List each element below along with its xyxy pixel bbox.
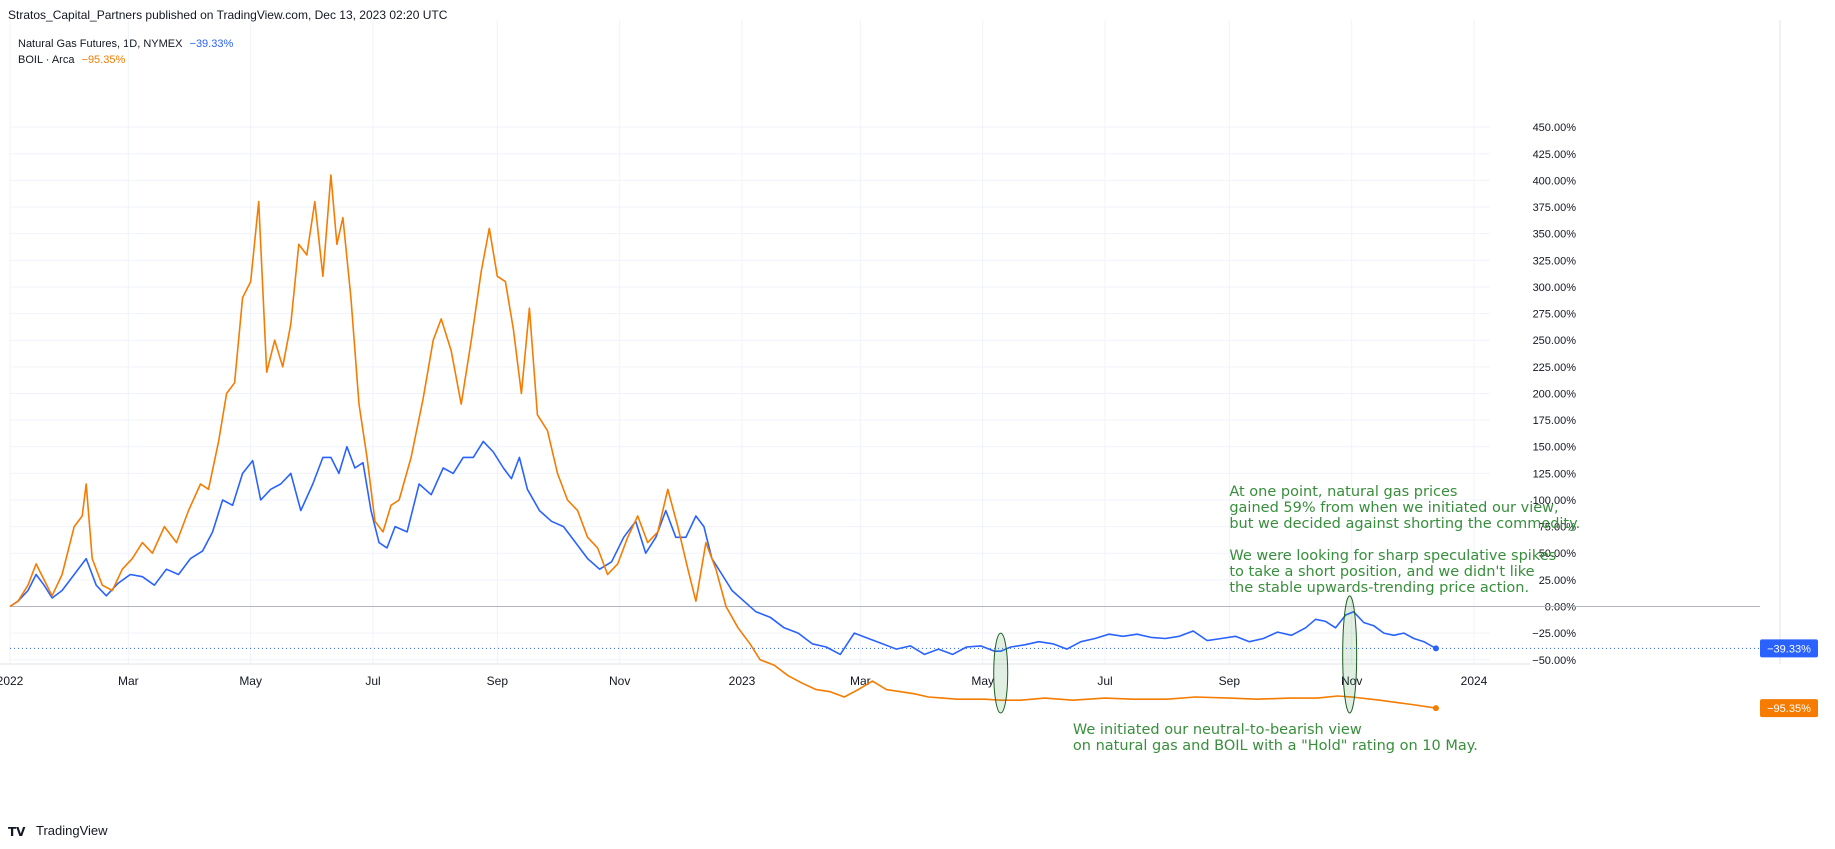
y-tick-label: 75.00% <box>1539 522 1577 534</box>
boil-price-label: −95.35% <box>1767 703 1811 715</box>
x-tick-label: May <box>239 674 262 688</box>
x-tick-label: Jul <box>365 674 380 688</box>
legend-boil-label: BOIL · Arca <box>18 54 75 66</box>
legend-boil-pct: −95.35% <box>81 54 126 66</box>
y-tick-label: 25.00% <box>1539 575 1577 587</box>
y-tick-label: 275.00% <box>1533 309 1577 321</box>
y-tick-label: 250.00% <box>1533 335 1577 347</box>
y-tick-label: 175.00% <box>1533 415 1577 427</box>
x-tick-label: Sep <box>1219 674 1241 688</box>
ng-series-line <box>9 440 1437 656</box>
y-tick-label: 150.00% <box>1533 442 1577 454</box>
tradingview-logo-icon: TV <box>8 825 26 838</box>
y-tick-label: 400.00% <box>1533 175 1577 187</box>
y-tick-label: 425.00% <box>1533 149 1577 161</box>
legend-ng-label: Natural Gas Futures, 1D, NYMEX <box>18 38 183 50</box>
svg-text:TV: TV <box>8 825 26 838</box>
highlight-ellipse <box>993 632 1009 714</box>
tradingview-brand: TradingView <box>36 823 108 838</box>
y-tick-label: 225.00% <box>1533 362 1577 374</box>
tradingview-footer[interactable]: TV TradingView <box>8 823 108 838</box>
y-tick-label: 300.00% <box>1533 282 1577 294</box>
x-tick-label: May <box>971 674 994 688</box>
chart-legend: Natural Gas Futures, 1D, NYMEX −39.33% B… <box>18 36 233 68</box>
x-tick-label: 2022 <box>0 674 24 688</box>
y-tick-label: 325.00% <box>1533 255 1577 267</box>
y-tick-label: 350.00% <box>1533 229 1577 241</box>
y-tick-label: 200.00% <box>1533 388 1577 400</box>
y-tick-label: 450.00% <box>1533 122 1577 134</box>
x-tick-label: Nov <box>609 674 630 688</box>
highlight-ellipse <box>1342 595 1358 714</box>
annotation-top: At one point, natural gas prices gained … <box>1229 484 1581 596</box>
x-tick-label: 2023 <box>729 674 756 688</box>
x-tick-label: Mar <box>118 674 139 688</box>
ng-last-point <box>1432 645 1439 652</box>
x-tick-label: Mar <box>850 674 871 688</box>
boil-price-label-box <box>1760 699 1818 718</box>
x-tick-label: Jul <box>1097 674 1112 688</box>
y-tick-label: 100.00% <box>1533 495 1577 507</box>
legend-row-ng[interactable]: Natural Gas Futures, 1D, NYMEX −39.33% <box>18 36 233 52</box>
y-tick-label: 0.00% <box>1545 602 1576 614</box>
ng-price-label-box <box>1760 639 1818 658</box>
x-tick-label: Sep <box>487 674 509 688</box>
y-tick-label: 50.00% <box>1539 548 1577 560</box>
x-tick-label: 2024 <box>1461 674 1488 688</box>
ng-price-label: −39.33% <box>1767 643 1811 655</box>
boil-series-line <box>9 174 1437 709</box>
y-tick-label: −50.00% <box>1532 655 1576 667</box>
publisher-header: Stratos_Capital_Partners published on Tr… <box>8 8 448 22</box>
annotation-bottom: We initiated our neutral-to-bearish view… <box>1072 721 1478 754</box>
y-tick-label: 125.00% <box>1533 468 1577 480</box>
y-tick-label: −25.00% <box>1532 628 1576 640</box>
legend-row-boil[interactable]: BOIL · Arca −95.35% <box>18 52 233 68</box>
legend-ng-pct: −39.33% <box>189 38 234 50</box>
y-tick-label: 375.00% <box>1533 202 1577 214</box>
boil-last-point <box>1432 705 1439 712</box>
x-tick-label: Nov <box>1341 674 1362 688</box>
